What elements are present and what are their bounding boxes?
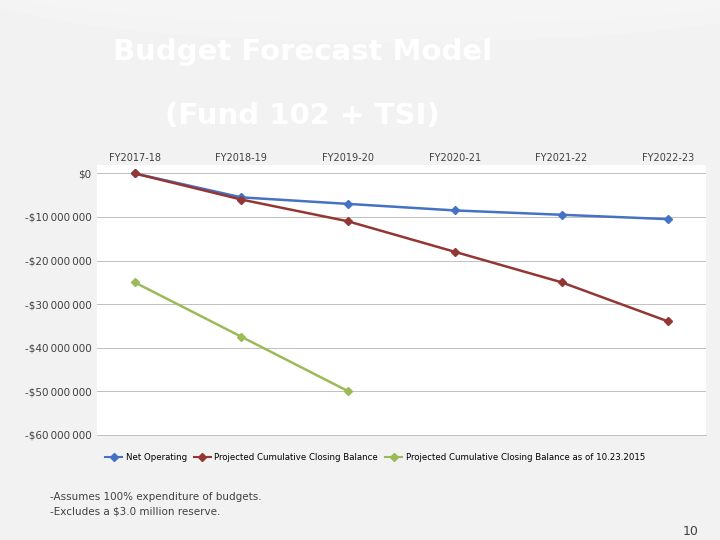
Text: -Assumes 100% expenditure of budgets.: -Assumes 100% expenditure of budgets. [50, 491, 262, 502]
Legend: Net Operating, Projected Cumulative Closing Balance, Projected Cumulative Closin: Net Operating, Projected Cumulative Clos… [102, 450, 649, 465]
Text: Budget Forecast Model: Budget Forecast Model [113, 38, 492, 66]
Text: (Fund 102 + TSI): (Fund 102 + TSI) [165, 102, 440, 130]
Text: 10: 10 [683, 524, 698, 538]
Text: -Excludes a $3.0 million reserve.: -Excludes a $3.0 million reserve. [50, 507, 221, 517]
